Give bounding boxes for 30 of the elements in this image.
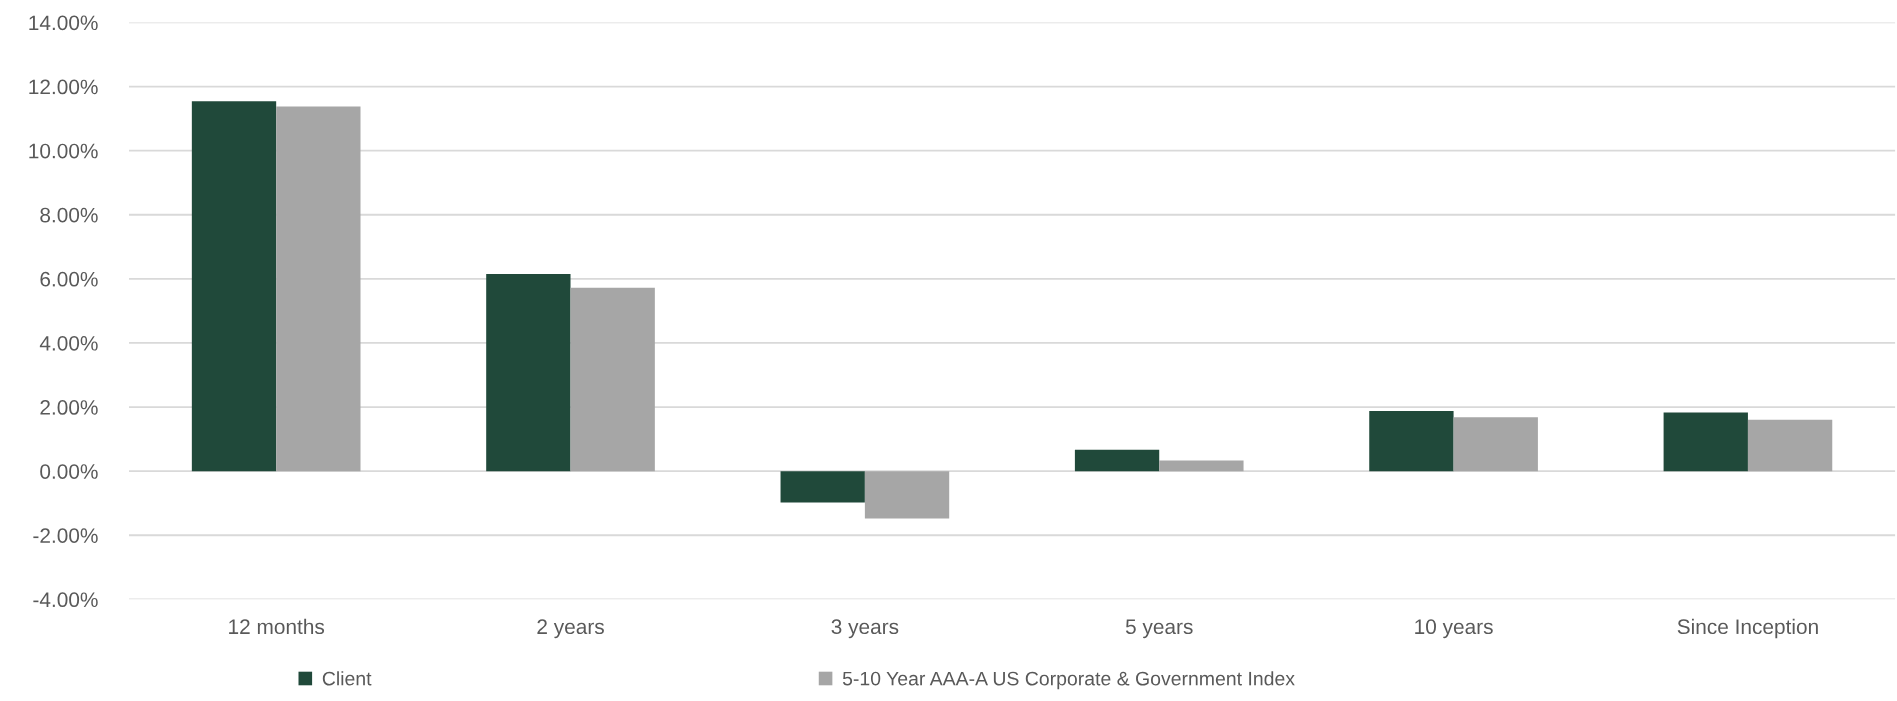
bar	[570, 287, 655, 472]
y-tick-label: 2.00%	[40, 400, 98, 415]
legend-label: Client	[322, 671, 372, 686]
x-tick-label: 10 years	[1415, 619, 1493, 639]
bar	[1074, 449, 1160, 472]
bar	[1453, 417, 1538, 472]
bar	[1663, 412, 1748, 472]
bar	[1747, 419, 1833, 472]
bar	[191, 101, 277, 472]
bar	[1369, 410, 1454, 472]
x-tick-label: 2 years	[537, 619, 604, 639]
bar	[864, 471, 950, 519]
bar	[780, 471, 865, 503]
legend-label: 5-10 Year AAA-A US Corporate & Government Index	[842, 671, 1295, 690]
x-tick-label: 12 months	[229, 618, 325, 635]
y-tick-label: 12.00%	[29, 79, 98, 95]
y-tick-label: 0.00%	[40, 464, 98, 479]
y-tick-label: -4.00%	[33, 592, 98, 608]
y-tick-label: 6.00%	[40, 271, 98, 287]
x-tick-label: Since Inception	[1677, 618, 1818, 639]
y-tick-label: 8.00%	[40, 207, 98, 223]
y-tick-label: 10.00%	[29, 143, 98, 159]
bar	[1159, 460, 1244, 472]
y-tick-label: 4.00%	[39, 335, 98, 351]
bar	[276, 106, 361, 472]
y-tick-label: 14.00%	[29, 15, 98, 31]
x-tick-label: 3 years	[831, 619, 899, 639]
y-tick-label: -2.00%	[33, 528, 98, 544]
bar	[486, 274, 571, 472]
x-tick-label: 5 years	[1125, 619, 1193, 639]
